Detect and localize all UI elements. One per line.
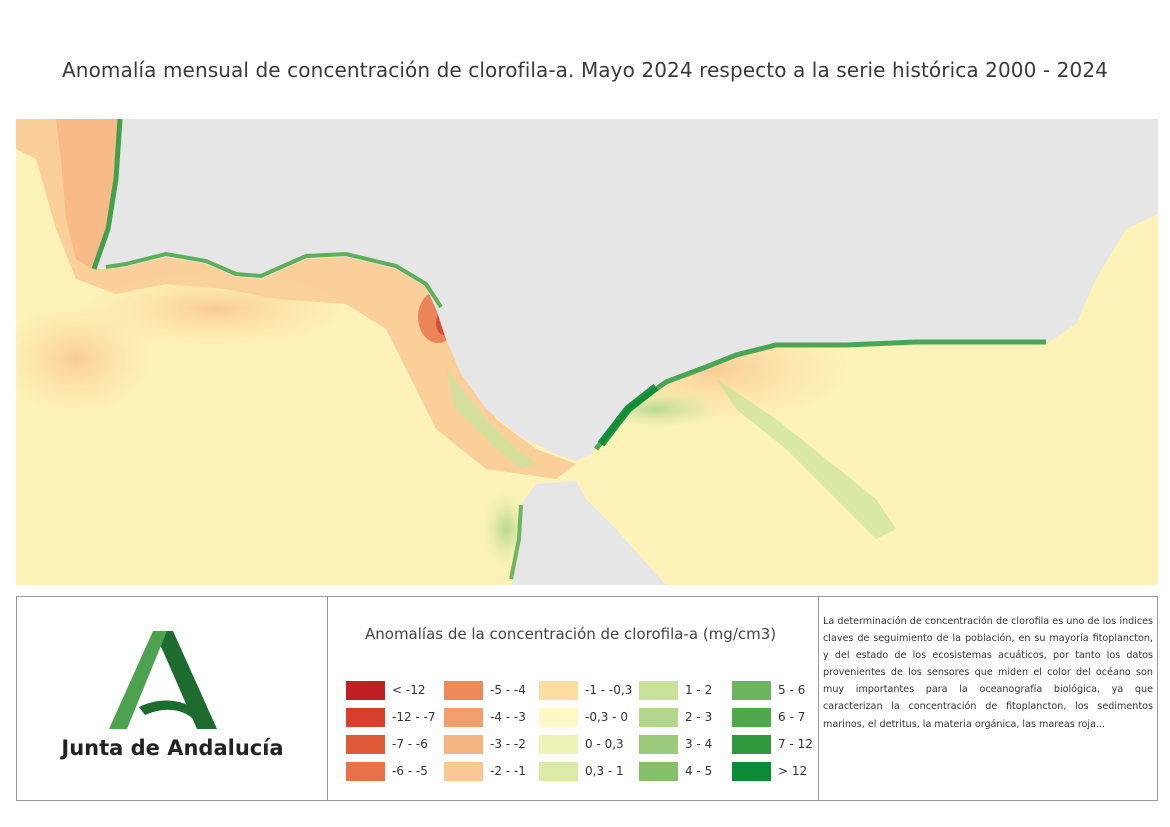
legend-label: -4 - -3	[490, 710, 526, 724]
legend-label: -1 - -0,3	[585, 683, 633, 697]
map-title: Anomalía mensual de concentración de clo…	[62, 58, 1108, 82]
legend-item: -4 - -3	[444, 708, 540, 735]
legend-swatch	[732, 708, 771, 727]
legend-label: -12 - -7	[392, 710, 436, 724]
legend-label: -3 - -2	[490, 737, 526, 751]
legend-item: 0,3 - 1	[539, 762, 635, 789]
legend: Anomalías de la concentración de clorofi…	[328, 597, 819, 800]
legend-label: 2 - 3	[685, 710, 713, 724]
legend-item: -12 - -7	[346, 708, 442, 735]
coastline-green-north	[105, 251, 443, 309]
legend-column: 1 - 2 2 - 3 3 - 4 4 - 5	[639, 681, 735, 789]
legend-column: < -12 -12 - -7 -7 - -6 -6 - -5	[346, 681, 442, 789]
legend-item: -7 - -6	[346, 735, 442, 762]
legend-label: < -12	[392, 683, 426, 697]
legend-label: 3 - 4	[685, 737, 713, 751]
legend-item: 6 - 7	[732, 708, 828, 735]
legend-swatch	[444, 681, 483, 700]
legend-swatch	[639, 762, 678, 781]
legend-item: 0 - 0,3	[539, 735, 635, 762]
legend-swatch	[539, 735, 578, 754]
legend-column: -5 - -4 -4 - -3 -3 - -2 -2 - -1	[444, 681, 540, 789]
legend-swatch	[732, 762, 771, 781]
coastline-green-africa	[509, 504, 523, 580]
coastline-green-east-strong	[597, 383, 659, 447]
legend-swatch	[346, 735, 385, 754]
legend-swatch	[732, 681, 771, 700]
legend-item: 2 - 3	[639, 708, 735, 735]
legend-item: 3 - 4	[639, 735, 735, 762]
legend-label: -2 - -1	[490, 764, 526, 778]
legend-item: > 12	[732, 762, 828, 789]
legend-item: 4 - 5	[639, 762, 735, 789]
legend-item: 5 - 6	[732, 681, 828, 708]
land-africa	[511, 481, 666, 585]
legend-label: -6 - -5	[392, 764, 428, 778]
legend-column: 5 - 6 6 - 7 7 - 12 > 12	[732, 681, 828, 789]
legend-swatch	[346, 762, 385, 781]
legend-swatch	[444, 708, 483, 727]
legend-swatch	[539, 681, 578, 700]
legend-label: 0 - 0,3	[585, 737, 624, 751]
strait-green-plume	[446, 369, 536, 469]
alboran-green-plume	[716, 379, 896, 539]
legend-item: -6 - -5	[346, 762, 442, 789]
description-text: La determinación de concentración de clo…	[823, 616, 1153, 730]
chlorophyll-anomaly-map	[16, 119, 1158, 585]
legend-label: 4 - 5	[685, 764, 713, 778]
legend-label: -5 - -4	[490, 683, 526, 697]
legend-item: -0,3 - 0	[539, 708, 635, 735]
legend-panel: Junta de Andalucía Anomalías de la conce…	[16, 596, 1158, 801]
legend-label: -0,3 - 0	[585, 710, 629, 724]
legend-column: -1 - -0,3 -0,3 - 0 0 - 0,3 0,3 - 1	[539, 681, 635, 789]
legend-title: Anomalías de la concentración de clorofi…	[365, 625, 777, 643]
legend-swatch	[444, 735, 483, 754]
land-iberia	[96, 119, 1158, 461]
legend-label: 0,3 - 1	[585, 764, 624, 778]
junta-andalucia-logo-icon	[109, 631, 217, 729]
legend-swatch	[539, 762, 578, 781]
legend-swatch	[444, 762, 483, 781]
logo-area: Junta de Andalucía	[17, 597, 328, 800]
description-area: La determinación de concentración de clo…	[819, 597, 1157, 800]
logo-text: Junta de Andalucía	[61, 736, 284, 760]
legend-item: -5 - -4	[444, 681, 540, 708]
legend-label: -7 - -6	[392, 737, 428, 751]
legend-label: 6 - 7	[778, 710, 806, 724]
legend-item: -1 - -0,3	[539, 681, 635, 708]
legend-label: 5 - 6	[778, 683, 806, 697]
legend-item: < -12	[346, 681, 442, 708]
legend-swatch	[346, 708, 385, 727]
legend-item: -3 - -2	[444, 735, 540, 762]
legend-swatch	[639, 708, 678, 727]
coastal-anomaly-band-inner	[56, 119, 120, 269]
legend-label: > 12	[778, 764, 808, 778]
legend-label: 7 - 12	[778, 737, 813, 751]
legend-label: 1 - 2	[685, 683, 713, 697]
legend-swatch	[732, 735, 771, 754]
legend-item: 1 - 2	[639, 681, 735, 708]
legend-swatch	[639, 735, 678, 754]
legend-item: 7 - 12	[732, 735, 828, 762]
legend-swatch	[346, 681, 385, 700]
coastline-green-west	[91, 119, 123, 270]
legend-item: -2 - -1	[444, 762, 540, 789]
legend-swatch	[539, 708, 578, 727]
legend-swatch	[639, 681, 678, 700]
